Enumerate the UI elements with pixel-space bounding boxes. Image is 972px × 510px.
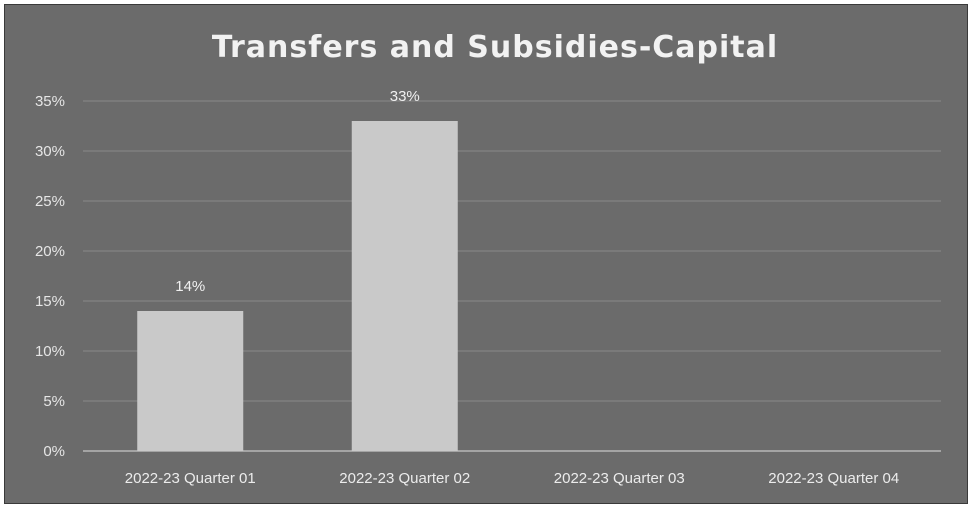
data-label: 14% xyxy=(175,278,205,295)
bar-chart: Transfers and Subsidies-Capital 0% 5% 10% 1… xyxy=(35,30,941,487)
x-tick-label: 2022-23 Quarter 03 xyxy=(554,470,685,487)
y-tick-label: 10% xyxy=(35,343,65,360)
y-tick-label: 5% xyxy=(43,393,65,410)
y-axis-ticks: 0% 5% 10% 15% 20% 25% 30% 35% xyxy=(35,93,65,460)
y-tick-label: 35% xyxy=(35,93,65,110)
x-tick-label: 2022-23 Quarter 04 xyxy=(768,470,899,487)
y-tick-label: 20% xyxy=(35,243,65,260)
x-axis-ticks: 2022-23 Quarter 01 2022-23 Quarter 02 2022… xyxy=(125,470,899,487)
bars xyxy=(137,121,458,451)
bar xyxy=(351,121,458,451)
data-label: 33% xyxy=(390,88,420,105)
x-tick-label: 2022-23 Quarter 02 xyxy=(339,470,470,487)
data-labels: 14% 33% xyxy=(175,88,420,295)
chart-title: Transfers and Subsidies-Capital xyxy=(212,30,778,65)
chart-frame: Transfers and Subsidies-Capital 0% 5% 10% 1… xyxy=(4,4,968,504)
x-tick-label: 2022-23 Quarter 01 xyxy=(125,470,256,487)
bar xyxy=(137,311,244,451)
y-tick-label: 0% xyxy=(43,443,65,460)
y-tick-label: 15% xyxy=(35,293,65,310)
y-tick-label: 30% xyxy=(35,143,65,160)
y-tick-label: 25% xyxy=(35,193,65,210)
